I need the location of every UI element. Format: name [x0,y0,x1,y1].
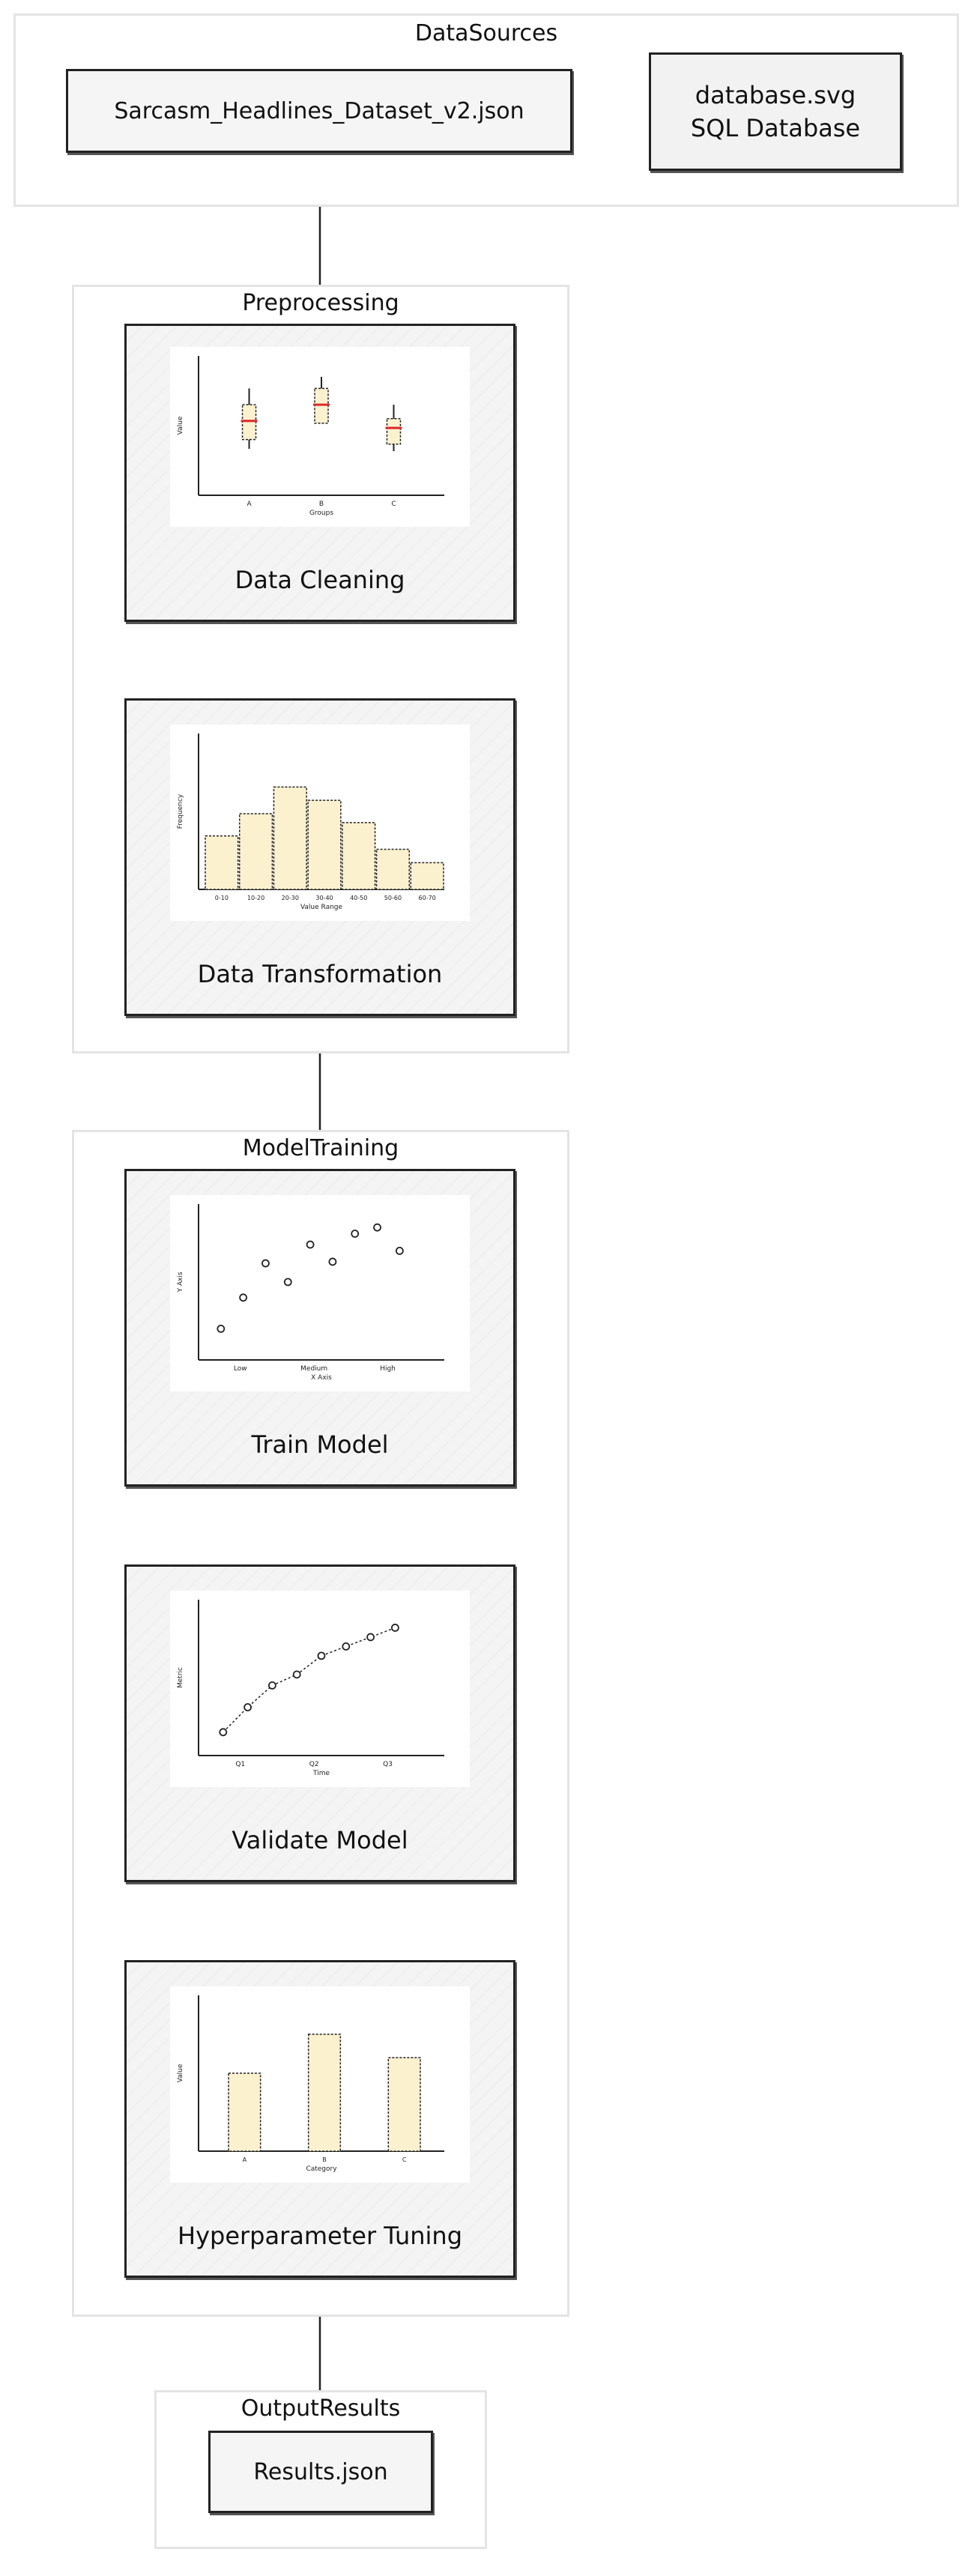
bar [238,813,273,890]
x-tick-label: 50-60 [384,895,402,901]
scatter-chart: X Axis Y Axis Low Medium High [177,1204,444,1382]
data-point [261,1259,270,1268]
bar [307,2034,342,2152]
box-plot-chart: Groups Value A B C [177,356,444,517]
data-point [342,1642,351,1651]
data-cleaning-label: Data Cleaning [235,566,405,594]
hyperparameter-tuning-chart-panel: Category Value A B C [170,1986,470,2183]
hyperparameter-tuning-label: Hyperparameter Tuning [178,2222,462,2250]
x-tick-label: B [322,2156,327,2163]
data-point [292,1670,301,1679]
bar [307,799,342,890]
x-tick-label: 40-50 [350,895,367,901]
x-tick-label: A [246,501,252,508]
category-bar-chart: Category Value A B C [177,1995,444,2173]
data-transformation-node[interactable]: Value Range Frequency 0-10 10-20 20-30 30-40 4… [124,698,515,1016]
bar [228,2072,261,2152]
data-transformation-chart-panel: Value Range Frequency 0-10 10-20 20-30 30-40 4… [170,725,470,921]
data-cleaning-chart-panel: Groups Value A B C [170,347,470,527]
box-body [241,404,257,441]
y-axis-label: Frequency [177,793,184,829]
dataset-file-label: Sarcasm_Headlines_Dataset_v2.json [114,97,524,124]
x-tick-label: 60-70 [419,895,436,901]
y-axis-label: Y Axis [177,1272,184,1292]
data-point [239,1293,248,1302]
line-chart: Time Metric Q1 Q2 Q3 [177,1600,444,1777]
x-tick-label: A [243,2156,247,2163]
train-model-node[interactable]: X Axis Y Axis Low Medium High Train Model [124,1169,515,1487]
series-line [223,1627,396,1733]
box-body [314,387,329,424]
x-axis-label: X Axis [311,1374,332,1382]
bar [410,862,444,890]
y-axis-label: Value [177,416,184,435]
box-body [386,417,402,445]
data-point [244,1703,252,1711]
data-point [267,1681,276,1690]
validate-model-node[interactable]: Time Metric Q1 Q2 Q3 Validate Model [124,1564,515,1882]
data-point [317,1651,326,1660]
data-point [366,1633,375,1642]
x-tick-label: Low [234,1365,247,1373]
x-tick-label: High [380,1365,396,1373]
results-file-node[interactable]: Results.json [208,2431,433,2513]
x-tick-label: 10-20 [247,895,264,901]
bar [342,822,376,890]
results-file-label: Results.json [253,2458,388,2485]
x-axis-label: Value Range [300,904,343,911]
data-point [306,1240,315,1249]
cluster-title-preprocessing: Preprocessing [242,290,399,316]
x-tick-label: 0-10 [215,895,229,901]
x-tick-label: C [391,501,396,508]
hyperparameter-tuning-node[interactable]: Category Value A B C Hyperparameter Tuning [124,1960,515,2278]
x-tick-label: Medium [300,1365,327,1373]
data-point [395,1247,404,1255]
y-axis-label: Value [177,2063,184,2082]
x-tick-label: 20-30 [282,895,299,901]
data-transformation-label: Data Transformation [197,960,443,988]
train-model-chart-panel: X Axis Y Axis Low Medium High [170,1195,470,1391]
x-axis-label: Time [312,1770,330,1777]
database-icon: database.svg [695,81,856,109]
train-model-label: Train Model [251,1430,389,1459]
x-tick-label: 30-40 [315,895,333,901]
data-point [351,1230,360,1238]
data-cleaning-node[interactable]: Groups Value A B C Data Cleaning [124,324,515,622]
x-tick-label: C [402,2156,407,2163]
cluster-title-modeltraining: ModelTraining [242,1135,399,1161]
x-axis-label: Category [306,2165,337,2173]
x-tick-label: B [319,501,324,508]
data-point [328,1257,337,1266]
data-point [219,1728,228,1737]
x-axis-label: Groups [309,510,333,517]
validate-model-label: Validate Model [232,1826,408,1854]
data-point [390,1624,399,1632]
bar [375,848,411,890]
y-axis-label: Metric [177,1667,184,1688]
database-label: SQL Database [690,114,861,142]
bar [387,2057,421,2152]
x-tick-label: Q2 [309,1761,319,1768]
dataset-file-node[interactable]: Sarcasm_Headlines_Dataset_v2.json [66,69,572,153]
histogram-chart: Value Range Frequency 0-10 10-20 20-30 30-40 4… [177,734,444,911]
cluster-title-outputresults: OutputResults [241,2395,401,2422]
data-point [283,1278,292,1287]
bar [273,786,307,890]
validate-model-chart-panel: Time Metric Q1 Q2 Q3 [170,1591,470,1787]
data-point [373,1223,381,1232]
x-tick-label: Q1 [235,1761,245,1768]
database-node[interactable]: database.svg SQL Database [649,52,902,171]
bar [205,835,239,890]
cluster-title-datasources: DataSources [414,20,558,46]
data-point [217,1324,226,1333]
x-tick-label: Q3 [383,1761,393,1768]
